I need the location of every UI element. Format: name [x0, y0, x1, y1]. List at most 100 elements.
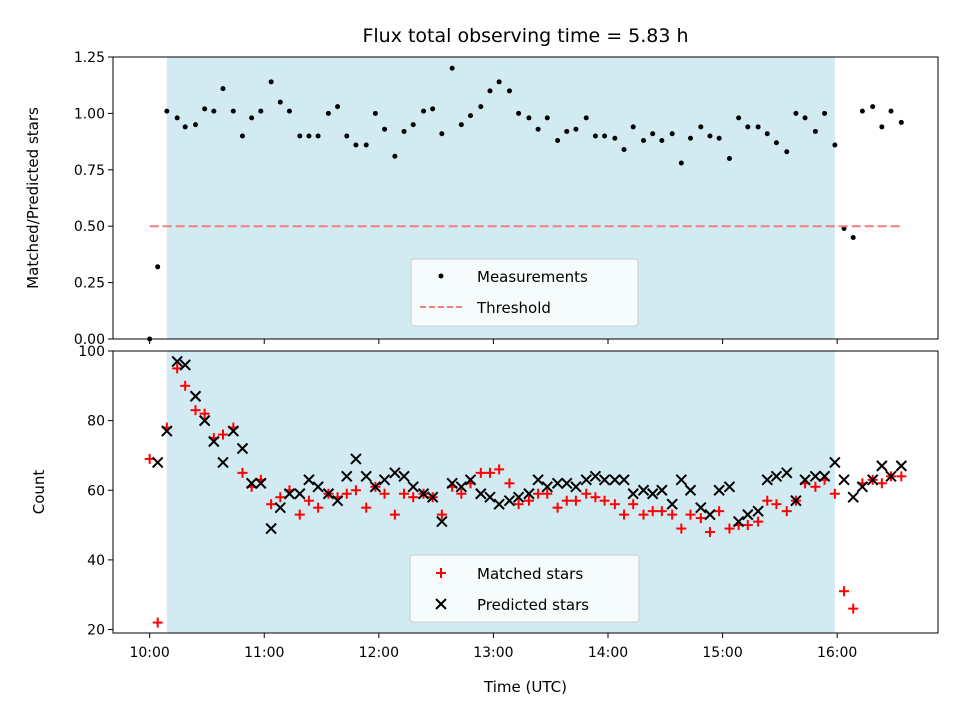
measurement-point [850, 234, 856, 240]
predicted-star-point [274, 501, 286, 514]
matched-star-point [810, 481, 821, 492]
predicted-star-point [856, 481, 869, 493]
measurement-point [325, 110, 331, 116]
matched-star-point [656, 506, 667, 517]
measurement-point [239, 133, 245, 139]
measurement-point [621, 146, 627, 152]
matched-star-point [408, 492, 419, 503]
measurement-point [449, 65, 455, 71]
chart-title: Flux total observing time = 5.83 h [362, 25, 688, 47]
matched-star-point [552, 502, 563, 513]
predicted-star-point [561, 477, 573, 490]
measurement-point [526, 115, 532, 121]
measurement-point [430, 106, 436, 112]
bottom-x-tick-label: 10:00 [129, 645, 169, 661]
top-axes-frame [112, 56, 939, 340]
measurement-point [822, 110, 828, 116]
measurement-point [353, 142, 359, 148]
matched-star-point [199, 408, 210, 419]
measurement-point [174, 115, 180, 121]
legend-matched-marker [436, 568, 446, 578]
predicted-star-point [627, 488, 639, 500]
predicted-star-point [464, 474, 477, 486]
matched-star-point [685, 509, 696, 520]
legend-measurements-marker [438, 273, 444, 279]
predicted-star-point [885, 470, 897, 483]
predicted-star-point [360, 470, 372, 483]
predicted-star-point [656, 484, 668, 496]
measurement-point [286, 108, 292, 114]
matched-star-point [829, 488, 840, 499]
predicted-star-point [876, 460, 888, 472]
predicted-star-point [236, 442, 249, 455]
bottom-y-ticks: 20 40 60 80 100 [78, 344, 113, 639]
measurement-point [650, 131, 656, 137]
predicted-star-point [255, 477, 267, 490]
predicted-star-point [541, 481, 553, 493]
matched-star-point [704, 527, 715, 538]
measurement-point [306, 133, 312, 139]
matched-star-point [379, 488, 390, 499]
matched-star-point [599, 495, 610, 506]
measurement-point [583, 115, 589, 121]
measurement-point [888, 108, 894, 114]
predicted-star-point [265, 522, 277, 535]
legend-predicted-label: Predicted stars [477, 596, 589, 614]
measurement-point [669, 131, 675, 137]
matched-star-point [436, 509, 447, 520]
predicted-star-point [704, 508, 716, 521]
measurement-point [602, 133, 608, 139]
measurement-point [335, 104, 341, 110]
top-y-ticks: 0.00 0.25 0.50 0.75 1.00 1.25 [74, 50, 113, 348]
bottom-legend-box [409, 554, 640, 623]
measurement-point [155, 264, 161, 270]
predicted-star-point [208, 435, 220, 448]
bottom-x-tick-label: 16:00 [817, 645, 857, 661]
measurement-point [478, 104, 484, 110]
predicted-star-point [799, 474, 811, 486]
measurements-points [147, 65, 904, 342]
measurement-point [277, 99, 283, 105]
measurement-point [793, 110, 799, 116]
bottom-y-tick-label: 20 [87, 623, 105, 639]
predicted-star-point [312, 481, 324, 493]
measurement-point [592, 133, 598, 139]
measurement-point [802, 115, 808, 121]
measurement-point [832, 142, 838, 148]
predicted-star-point [742, 508, 754, 521]
measurement-point [641, 137, 647, 143]
matched-star-point [581, 488, 592, 499]
matched-star-point [724, 523, 735, 534]
predicted-star-point [695, 501, 707, 514]
measurement-point [745, 124, 751, 130]
predicted-star-point [455, 481, 468, 493]
measurement-point [458, 122, 464, 128]
predicted-star-point [378, 474, 391, 486]
measurement-point [555, 137, 561, 143]
matched-star-point [237, 467, 248, 478]
matched-star-point [561, 495, 572, 506]
legend-measurements-label: Measurements [477, 268, 588, 286]
matched-star-point [266, 499, 277, 510]
predicted-star-point [503, 494, 516, 507]
matched-star-point [638, 509, 649, 520]
matched-star-point [839, 586, 850, 597]
measurement-point [297, 133, 303, 139]
matched-star-point [475, 467, 486, 478]
matched-star-point [152, 617, 163, 628]
predicted-star-point [475, 488, 487, 500]
matched-star-point [523, 495, 534, 506]
measurement-point [764, 131, 770, 137]
predicted-star-point [609, 474, 621, 486]
matched-star-point [218, 429, 228, 440]
predicted-star-point [761, 474, 773, 486]
predicted-star-point [618, 474, 630, 486]
top-legend: Measurements Threshold [410, 258, 639, 327]
measurement-point [784, 149, 790, 155]
predicted-star-point [770, 470, 783, 483]
predicted-star-point [847, 491, 859, 503]
measurement-point [698, 124, 704, 130]
predicted-star-point [398, 470, 410, 483]
bottom-axes-frame [112, 350, 939, 634]
predicted-star-point [179, 359, 191, 371]
